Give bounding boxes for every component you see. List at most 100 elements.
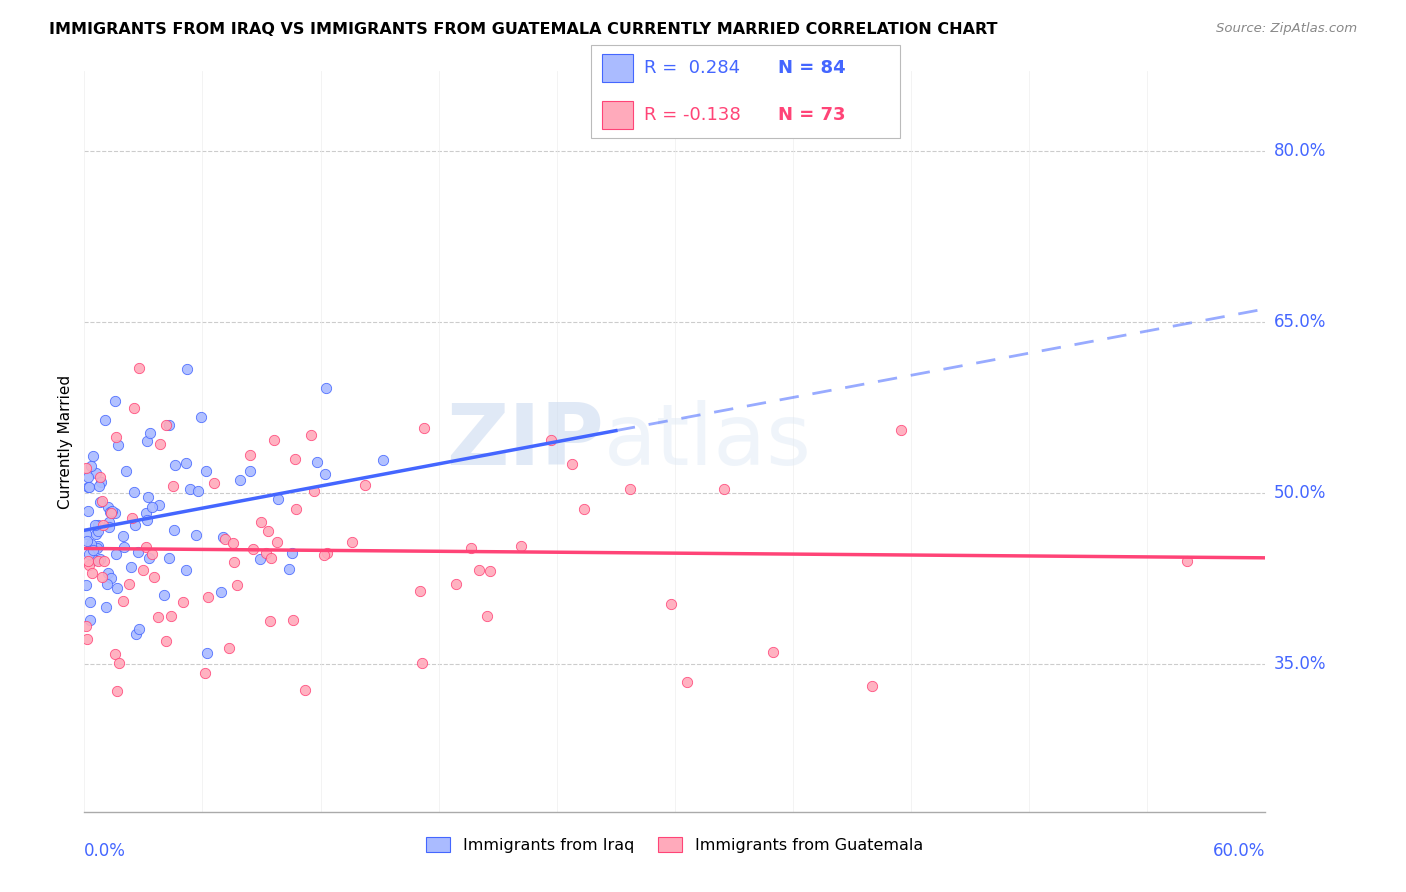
Point	[174, 563, 197, 577]
Point	[82, 566, 104, 580]
Point	[91, 569, 114, 583]
Point	[76, 632, 98, 646]
Point	[315, 381, 337, 395]
Point	[278, 561, 301, 575]
Point	[561, 457, 583, 471]
Point	[91, 517, 114, 532]
Point	[83, 553, 105, 567]
Point	[444, 577, 467, 591]
Point	[212, 530, 235, 544]
Point	[112, 529, 135, 543]
Point	[98, 515, 121, 529]
Point	[222, 535, 245, 549]
Point	[174, 456, 197, 470]
Point	[87, 554, 110, 568]
Point	[101, 504, 124, 518]
Text: R = -0.138: R = -0.138	[644, 106, 741, 124]
Point	[540, 433, 562, 447]
Point	[76, 480, 98, 494]
Point	[97, 500, 120, 514]
Point	[132, 563, 155, 577]
Point	[280, 546, 302, 560]
Point	[184, 528, 207, 542]
Point	[1175, 554, 1198, 568]
Point	[477, 609, 499, 624]
Point	[89, 470, 111, 484]
Point	[90, 494, 112, 508]
Point	[408, 584, 430, 599]
Text: ZIP: ZIP	[446, 400, 605, 483]
Point	[197, 590, 219, 604]
Point	[371, 452, 394, 467]
Point	[157, 550, 180, 565]
Point	[239, 464, 262, 478]
Point	[124, 627, 146, 641]
Point	[138, 426, 160, 441]
Point	[76, 469, 98, 483]
Point	[165, 458, 187, 473]
Point	[96, 600, 118, 615]
Point	[136, 434, 159, 448]
Text: Source: ZipAtlas.com: Source: ZipAtlas.com	[1216, 22, 1357, 36]
Point	[121, 511, 143, 525]
Point	[148, 499, 170, 513]
Point	[163, 523, 186, 537]
Point	[250, 515, 273, 529]
Point	[172, 595, 194, 609]
Point	[176, 361, 198, 376]
Text: R =  0.284: R = 0.284	[644, 59, 740, 77]
Point	[112, 541, 135, 555]
Point	[228, 473, 250, 487]
Point	[82, 543, 104, 558]
Point	[155, 417, 177, 432]
Point	[108, 656, 131, 670]
Point	[209, 585, 232, 599]
Point	[104, 506, 127, 520]
Point	[89, 479, 111, 493]
Point	[77, 480, 100, 494]
Point	[202, 476, 225, 491]
Point	[75, 577, 97, 591]
Point	[124, 518, 146, 533]
Point	[104, 547, 127, 561]
Point	[713, 482, 735, 496]
Point	[118, 576, 141, 591]
Text: N = 73: N = 73	[778, 106, 845, 124]
Point	[77, 547, 100, 561]
Point	[135, 540, 157, 554]
Point	[80, 459, 103, 474]
Point	[104, 429, 127, 443]
Point	[122, 401, 145, 415]
Point	[257, 524, 280, 539]
Point	[478, 565, 501, 579]
Text: 60.0%: 60.0%	[1213, 842, 1265, 860]
Point	[238, 448, 260, 462]
Point	[190, 410, 212, 425]
Point	[194, 464, 217, 478]
Point	[127, 545, 149, 559]
Point	[302, 484, 325, 499]
Point	[135, 506, 157, 520]
Text: N = 84: N = 84	[778, 59, 845, 77]
Point	[676, 674, 699, 689]
Point	[249, 551, 271, 566]
Point	[619, 482, 641, 496]
Point	[152, 588, 174, 602]
Point	[260, 551, 283, 566]
Point	[266, 535, 288, 549]
Point	[159, 609, 181, 624]
Point	[460, 541, 482, 555]
Point	[301, 428, 323, 442]
Point	[97, 566, 120, 581]
Point	[87, 517, 110, 532]
Point	[225, 578, 247, 592]
Point	[242, 542, 264, 557]
Point	[342, 535, 364, 549]
Point	[77, 504, 100, 518]
Point	[104, 647, 127, 661]
Y-axis label: Currently Married: Currently Married	[58, 375, 73, 508]
Point	[77, 554, 100, 568]
Point	[77, 558, 100, 572]
Point	[157, 418, 180, 433]
Point	[75, 527, 97, 541]
